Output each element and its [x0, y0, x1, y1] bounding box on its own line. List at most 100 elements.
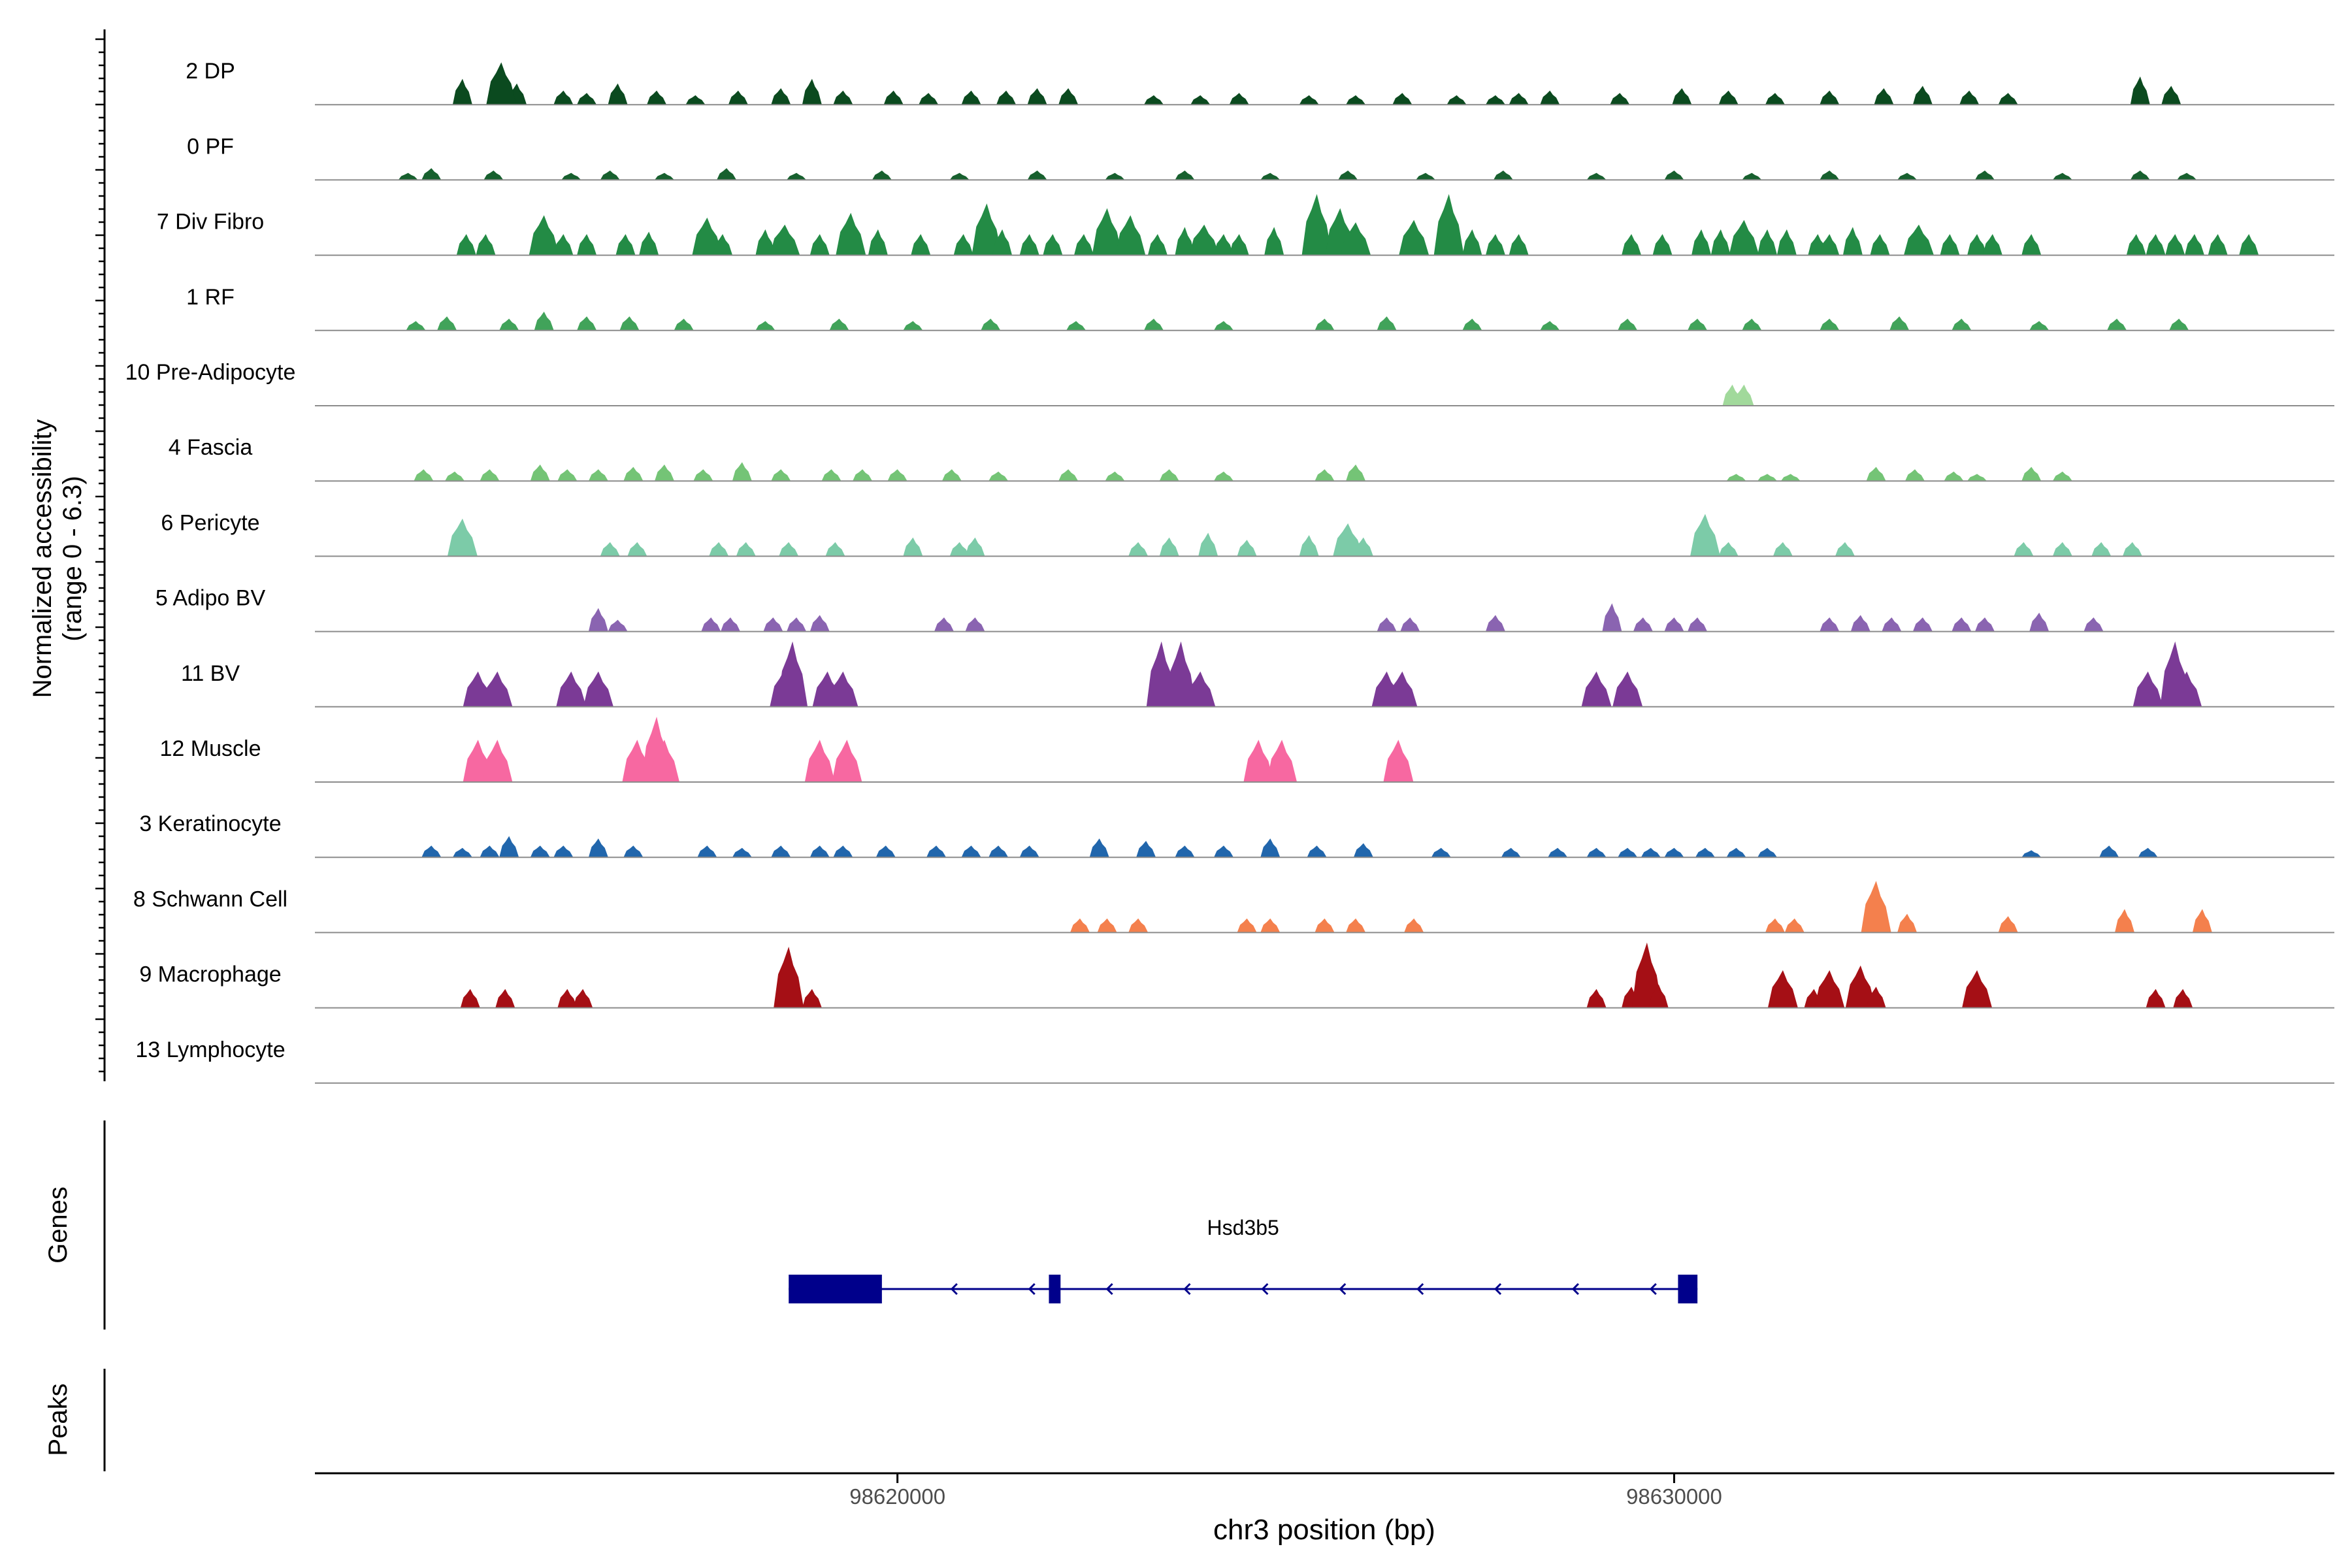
coverage-peak	[821, 469, 841, 482]
track-label: 9 Macrophage	[139, 962, 281, 987]
coverage-peak	[887, 469, 907, 482]
coverage-peak	[452, 78, 472, 105]
coverage-peak	[1229, 234, 1249, 255]
coverage-peak	[647, 90, 667, 105]
coverage-peak	[2161, 86, 2181, 105]
coverage-peak	[1690, 514, 1720, 557]
coverage-peak	[499, 836, 519, 858]
coverage-peak	[1166, 641, 1196, 707]
coverage-peak	[2091, 542, 2112, 557]
coverage-peak	[1043, 234, 1063, 255]
coverage-peak	[1092, 208, 1122, 255]
coverage-peak	[832, 740, 862, 782]
coverage-peak	[2172, 671, 2202, 707]
coverage-peak	[1175, 171, 1195, 180]
coverage-peak	[398, 172, 418, 180]
coverage-peak	[1742, 172, 1762, 180]
track-label: 13 Lymphocyte	[135, 1037, 285, 1062]
coverage-peak	[1952, 617, 1972, 632]
coverage-peak	[1912, 86, 1933, 105]
coverage-peak	[1967, 234, 1987, 255]
coverage-peak	[2138, 847, 2158, 858]
coverage-peak	[1897, 913, 1918, 933]
coverage-peak	[1729, 220, 1759, 255]
coverage-peak	[2099, 845, 2119, 858]
coverage-peak	[561, 172, 581, 180]
coverage-peak	[2146, 234, 2166, 255]
coverage-peak	[1346, 918, 1366, 933]
coverage-peak	[623, 845, 644, 858]
coverage-peak	[1652, 234, 1673, 255]
coverage-peak	[1850, 615, 1870, 632]
y-axis-coverage	[95, 29, 106, 1081]
coverage-peak	[1509, 234, 1529, 255]
coverage-peak	[777, 641, 808, 707]
coverage-peak	[1889, 316, 1910, 331]
coverage-peak	[1581, 671, 1612, 707]
coverage-peak	[452, 847, 472, 858]
coverage-peak	[2165, 234, 2185, 255]
coverage-peak	[1633, 617, 1653, 632]
coverage-peak	[1346, 465, 1366, 482]
track-label: 10 Pre-Adipocyte	[125, 360, 296, 385]
coverage-peak	[1128, 918, 1149, 933]
coverage-peak	[1548, 847, 1568, 858]
coverage-peak	[1540, 321, 1560, 331]
coverage-peak	[1820, 234, 1840, 255]
coverage-peak	[1243, 740, 1274, 782]
coverage-peak	[1189, 224, 1220, 255]
coverage-peak	[770, 224, 800, 255]
coverage-peak	[1866, 466, 1886, 482]
track-9-macrophage: 9 Macrophage	[139, 942, 2334, 1009]
gene-strand-arrow	[1416, 1282, 1424, 1296]
track-label: 7 Div Fibro	[157, 210, 264, 235]
coverage-peak	[583, 671, 613, 707]
coverage-peak	[2021, 466, 2042, 482]
gene-strand-arrow	[1183, 1282, 1191, 1296]
coverage-peak	[692, 218, 723, 255]
coverage-peak	[1672, 88, 1692, 105]
coverage-peak	[1780, 474, 1801, 482]
coverage-peak	[1338, 171, 1358, 180]
coverage-peak	[460, 988, 480, 1008]
coverage-peak	[1967, 474, 1987, 482]
track-label: 11 BV	[181, 661, 240, 686]
coverage-peak	[2185, 234, 2204, 255]
coverage-peak	[1767, 970, 1798, 1008]
coverage-peak	[1493, 171, 1513, 180]
coverage-peak	[875, 845, 896, 858]
coverage-peak	[728, 90, 748, 105]
coverage-peak	[833, 845, 853, 858]
coverage-peak	[1353, 843, 1373, 858]
coverage-peak	[1982, 234, 2002, 255]
track-6-pericyte: 6 Pericyte	[161, 510, 2334, 557]
coverage-peak	[1301, 194, 1332, 255]
gene-strand-arrow	[1105, 1282, 1113, 1296]
track-label: 1 RF	[186, 285, 235, 310]
track-label: 6 Pericyte	[161, 510, 259, 535]
track-label: 8 Schwann Cell	[133, 887, 287, 911]
x-tick-label: 98630000	[1626, 1484, 1722, 1509]
coverage-peak	[829, 318, 849, 331]
coverage-peak	[1175, 845, 1195, 858]
coverage-peak	[1462, 229, 1482, 255]
coverage-peak	[2029, 612, 2050, 632]
coverage-peak	[1897, 172, 1918, 180]
coverage-peak	[1433, 194, 1464, 255]
coverage-peak	[1019, 845, 1039, 858]
coverage-peak	[1618, 318, 1638, 331]
track-label: 3 Keratinocyte	[139, 811, 281, 836]
coverage-peak	[709, 542, 729, 557]
coverage-peak	[2052, 542, 2072, 557]
track-1-rf: 1 RF	[186, 285, 2334, 331]
coverage-peak	[1159, 537, 1179, 557]
coverage-peak	[530, 465, 550, 482]
coverage-peak	[1070, 918, 1090, 933]
coverage-peak	[600, 171, 620, 180]
coverage-peak	[2083, 617, 2104, 632]
coverage-peak	[1019, 234, 1039, 255]
coverage-peak	[1175, 227, 1195, 255]
coverage-peak	[556, 671, 587, 707]
track-12-muscle: 12 Muscle	[160, 717, 2334, 783]
